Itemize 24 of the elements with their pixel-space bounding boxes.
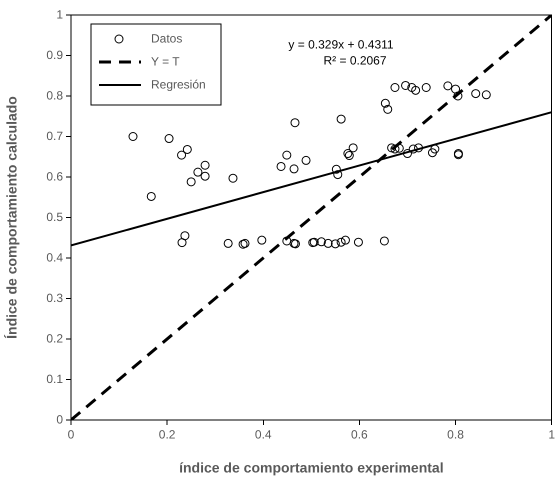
legend-label: Y = T bbox=[151, 54, 180, 68]
x-tick-label: 1 bbox=[548, 428, 556, 442]
y-tick-label: 0.7 bbox=[46, 128, 64, 143]
y-tick-label: 0.2 bbox=[46, 331, 64, 346]
y-tick-label: 0.9 bbox=[46, 48, 64, 62]
y-tick-label: 0.6 bbox=[46, 169, 64, 184]
x-axis-title: índice de comportamiento experimental bbox=[179, 459, 444, 476]
x-tick-label: 0 bbox=[68, 428, 75, 442]
y-tick-label: 0.3 bbox=[46, 290, 64, 305]
legend-label: Datos bbox=[151, 31, 182, 46]
y-axis-title: Índice de comportamiento calculado bbox=[3, 96, 20, 339]
y-tick-label: 0.4 bbox=[46, 250, 64, 264]
annotation: R² = 0.2067 bbox=[323, 53, 387, 68]
y-tick-label: 1 bbox=[56, 7, 64, 22]
x-tick-label: 0.2 bbox=[158, 428, 176, 442]
y-tick-label: 0.1 bbox=[46, 372, 64, 386]
y-tick-label: 0.5 bbox=[46, 210, 64, 224]
annotation: y = 0.329x + 0.4311 bbox=[288, 37, 394, 52]
x-tick-label: 0.6 bbox=[351, 428, 368, 442]
y-tick-label: 0 bbox=[56, 412, 64, 426]
x-tick-label: 0.8 bbox=[447, 428, 464, 442]
x-tick-label: 0.4 bbox=[254, 428, 272, 442]
legend-label: Regresión bbox=[151, 77, 206, 92]
y-tick-label: 0.8 bbox=[46, 88, 64, 102]
